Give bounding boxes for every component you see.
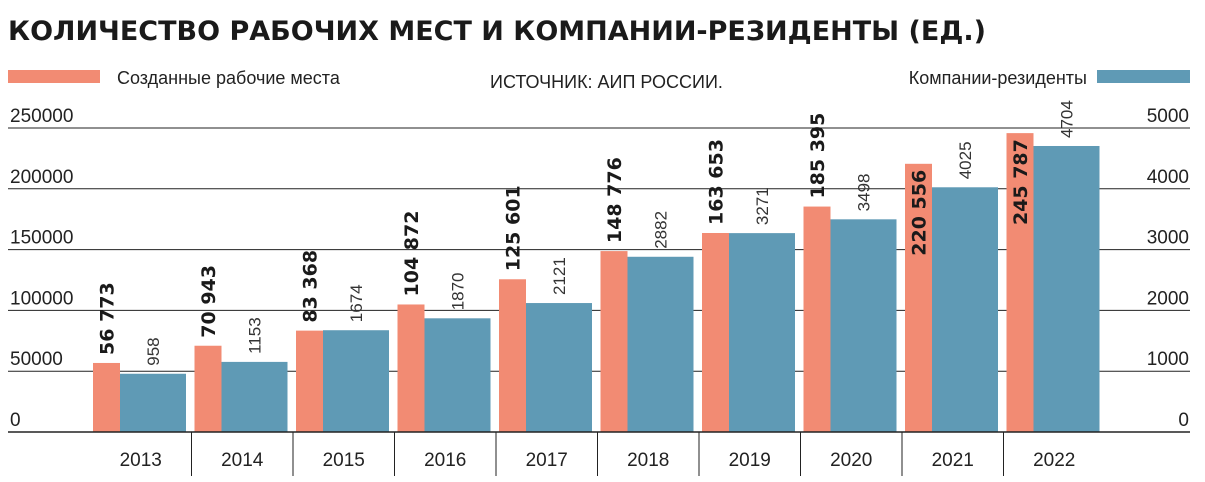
data-labels: 56 773 958 70 943 1153 83 368 1674 104 872 1870… bbox=[97, 100, 1077, 366]
x-tick-label: 2021 bbox=[932, 450, 974, 471]
bar-companies bbox=[1033, 145, 1100, 432]
left-tick-label: 100000 bbox=[10, 288, 73, 309]
data-label-companies: 1153 bbox=[246, 317, 265, 354]
data-label-companies: 4704 bbox=[1058, 100, 1077, 138]
data-label-companies: 3498 bbox=[855, 173, 874, 211]
bar-companies bbox=[830, 219, 897, 432]
bar-companies bbox=[526, 303, 592, 432]
bar-companies bbox=[323, 330, 389, 432]
x-tick-label: 2014 bbox=[221, 450, 264, 471]
data-label-jobs: 104 872 bbox=[401, 211, 423, 297]
data-label-companies: 958 bbox=[144, 337, 163, 365]
data-label-jobs: 56 773 bbox=[97, 282, 119, 355]
x-tick-label: 2018 bbox=[627, 450, 669, 471]
data-label-jobs: 163 653 bbox=[706, 139, 728, 225]
bar-jobs bbox=[905, 163, 932, 433]
legend-swatch-jobs bbox=[8, 70, 100, 83]
bar-companies bbox=[729, 233, 795, 432]
bar-companies bbox=[424, 318, 491, 432]
bar-jobs bbox=[296, 330, 323, 432]
data-label-jobs: 220 556 bbox=[909, 170, 931, 256]
bar-jobs bbox=[93, 362, 120, 432]
bar-jobs bbox=[397, 304, 425, 432]
data-label-jobs: 70 943 bbox=[198, 265, 220, 338]
left-tick-label: 150000 bbox=[10, 228, 73, 249]
data-label-companies: 2121 bbox=[550, 257, 569, 295]
bars bbox=[93, 133, 1100, 433]
bar-jobs bbox=[803, 206, 831, 432]
right-tick-label: 0 bbox=[1178, 410, 1189, 431]
data-label-jobs: 245 787 bbox=[1010, 139, 1032, 225]
left-tick-label: 200000 bbox=[10, 167, 73, 188]
data-label-companies: 1674 bbox=[347, 284, 366, 322]
data-label-jobs: 185 395 bbox=[807, 113, 829, 199]
chart-title: КОЛИЧЕСТВО РАБОЧИХ МЕСТ И КОМПАНИИ-РЕЗИД… bbox=[8, 16, 986, 47]
bar-companies bbox=[932, 187, 998, 432]
data-label-companies: 4025 bbox=[956, 141, 975, 179]
x-tick-label: 2013 bbox=[120, 450, 162, 471]
right-tick-label: 2000 bbox=[1147, 288, 1189, 309]
left-axis: 0 50000 100000 150000 200000 250000 bbox=[10, 106, 73, 431]
bar-companies bbox=[221, 361, 288, 432]
data-label-jobs: 83 368 bbox=[300, 250, 322, 323]
data-label-companies: 3271 bbox=[753, 187, 772, 225]
data-label-companies: 2882 bbox=[652, 211, 671, 249]
right-tick-label: 4000 bbox=[1147, 167, 1189, 188]
source-note: ИСТОЧНИК: АИП РОССИИ. bbox=[490, 72, 723, 92]
left-tick-label: 50000 bbox=[10, 349, 63, 370]
bar-companies bbox=[120, 373, 186, 432]
legend-label-companies: Компании-резиденты bbox=[909, 68, 1087, 88]
bar-companies bbox=[627, 256, 694, 432]
bar-jobs bbox=[194, 345, 222, 432]
bar-jobs bbox=[600, 251, 628, 432]
x-axis: 2013 2014 2015 2016 2017 2018 2019 2020 2021 2022 bbox=[8, 431, 1190, 476]
bar-jobs bbox=[1006, 133, 1034, 433]
bar-jobs bbox=[499, 279, 526, 432]
data-label-jobs: 125 601 bbox=[503, 185, 525, 271]
legend-label-jobs: Созданные рабочие места bbox=[117, 68, 341, 88]
x-tick-label: 2015 bbox=[323, 450, 365, 471]
data-label-jobs: 148 776 bbox=[604, 157, 626, 243]
bar-jobs bbox=[702, 232, 729, 432]
right-axis: 0 1000 2000 3000 4000 5000 bbox=[1147, 106, 1189, 431]
left-tick-label: 250000 bbox=[10, 106, 73, 127]
x-tick-label: 2017 bbox=[526, 450, 568, 471]
legend-swatch-companies bbox=[1097, 70, 1190, 83]
right-tick-label: 5000 bbox=[1147, 106, 1189, 127]
left-tick-label: 0 bbox=[10, 410, 21, 431]
right-tick-label: 3000 bbox=[1147, 228, 1189, 249]
data-label-companies: 1870 bbox=[449, 272, 468, 310]
x-tick-label: 2022 bbox=[1033, 450, 1075, 471]
right-tick-label: 1000 bbox=[1147, 349, 1189, 370]
x-tick-label: 2019 bbox=[729, 450, 771, 471]
x-tick-label: 2020 bbox=[830, 450, 872, 471]
x-tick-label: 2016 bbox=[424, 450, 466, 471]
